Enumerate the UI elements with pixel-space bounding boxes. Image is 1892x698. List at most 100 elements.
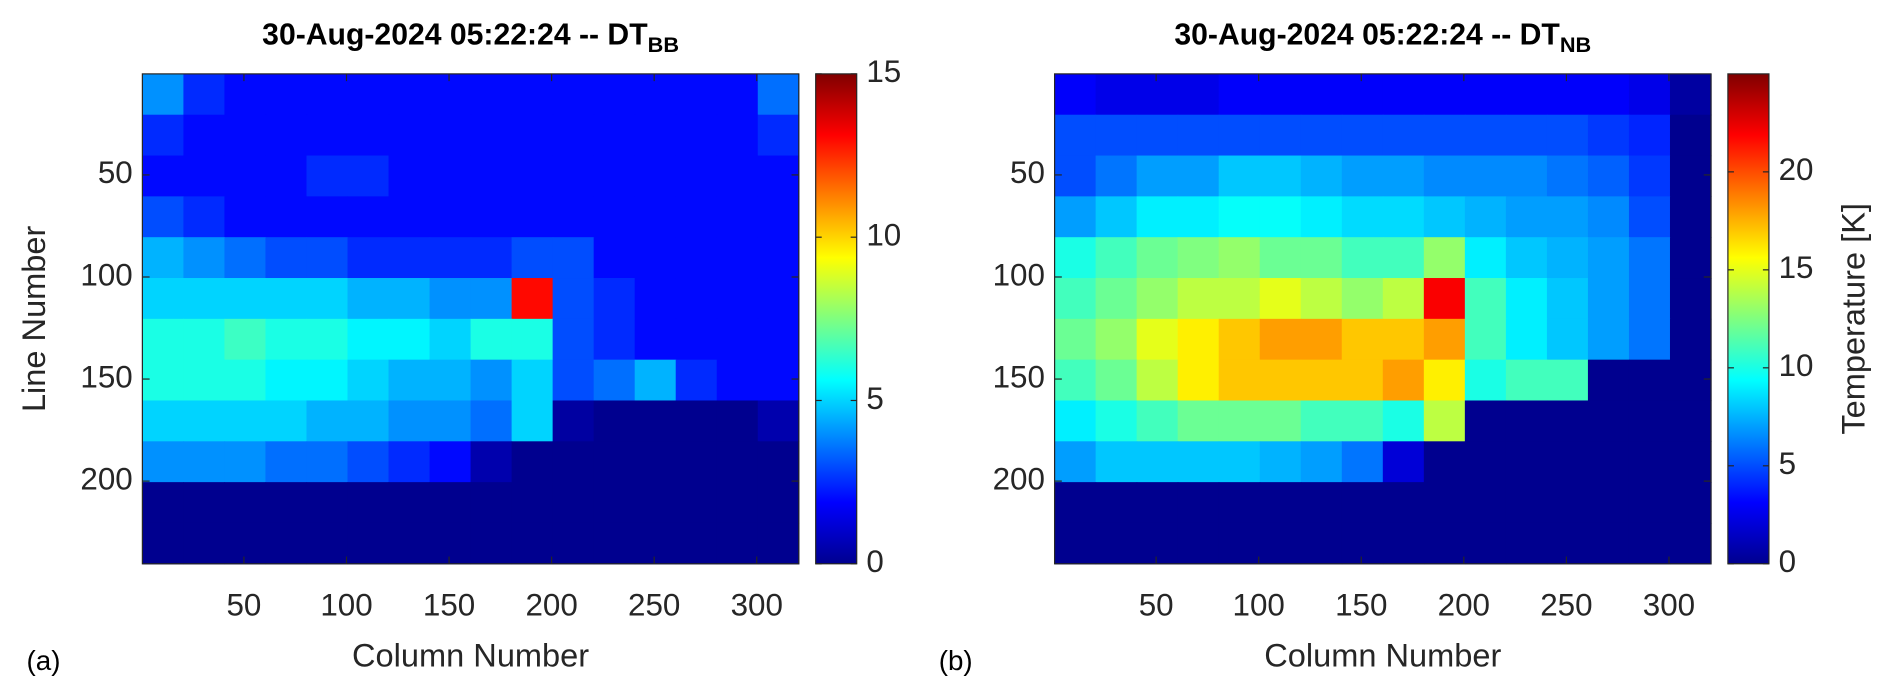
heatmap-cell (1505, 196, 1548, 238)
heatmap-cell (675, 196, 718, 238)
heatmap-cell (1136, 196, 1179, 238)
heatmap-cell (1382, 482, 1425, 524)
x-tick-label: 50 (1139, 588, 1174, 623)
heatmap-cell (1669, 114, 1712, 157)
heatmap-cell (1341, 482, 1384, 524)
heatmap-cell (1259, 359, 1302, 402)
x-tick-label: 200 (525, 588, 577, 623)
title-subscript: BB (648, 32, 679, 57)
heatmap-cell (757, 318, 800, 361)
heatmap-cell (388, 278, 431, 320)
heatmap-cell (1505, 522, 1548, 565)
heatmap-cell (1464, 482, 1507, 524)
heatmap-cell (347, 155, 390, 197)
heatmap-cell (1505, 237, 1548, 279)
heatmap-cell (1259, 400, 1302, 442)
heatmap-cell (634, 482, 677, 524)
heatmap-cell (1177, 522, 1220, 565)
heatmap-cell (429, 482, 472, 524)
heatmap-cell (388, 114, 431, 157)
heatmap-cell (1505, 114, 1548, 157)
heatmap-cell (634, 237, 677, 279)
heatmap-cell (1300, 237, 1343, 279)
chart-title: 30-Aug-2024 05:22:24 -- DTNB (1174, 18, 1591, 56)
heatmap-cell (1259, 73, 1302, 116)
heatmap-cell (1218, 114, 1261, 157)
heatmap-cell (1546, 237, 1589, 279)
heatmap-cell (183, 155, 226, 197)
heatmap-cell (224, 400, 267, 442)
heatmap-cell (265, 155, 308, 197)
heatmap-cell (1341, 278, 1384, 320)
heatmap-cell (429, 522, 472, 565)
heatmap-cell (716, 400, 759, 442)
heatmap-cell (511, 318, 554, 361)
heatmap-cell (1669, 400, 1712, 442)
heatmap-cell (429, 441, 472, 483)
heatmap-cell (1177, 400, 1220, 442)
heatmap-cell (1669, 359, 1712, 402)
heatmap-cell (1423, 278, 1466, 320)
heatmap-cell (183, 441, 226, 483)
heatmap-cell (265, 441, 308, 483)
heatmap-cell (1628, 196, 1671, 238)
heatmap-cell (142, 400, 185, 442)
heatmap-cell (1300, 73, 1343, 116)
heatmap-cell (1136, 400, 1179, 442)
heatmap-cell (306, 278, 349, 320)
heatmap-cell (1382, 73, 1425, 116)
x-tick-label: 100 (320, 588, 372, 623)
heatmap-cell (347, 359, 390, 402)
heatmap-cell (1095, 237, 1138, 279)
heatmap-cell (1669, 522, 1712, 565)
y-tick-label: 200 (80, 461, 132, 496)
heatmap-cell (183, 482, 226, 524)
heatmap-cell (1300, 278, 1343, 320)
heatmap-cell (306, 155, 349, 197)
heatmap-cell (593, 155, 636, 197)
colorbar-tick-label: 15 (866, 54, 901, 89)
heatmap-cell (1300, 196, 1343, 238)
heatmap-cell (1095, 482, 1138, 524)
heatmap-cell (1669, 318, 1712, 361)
heatmap-cell (1546, 482, 1589, 524)
heatmap-cell (1341, 196, 1384, 238)
heatmap-cell (511, 522, 554, 565)
heatmap-cell (224, 155, 267, 197)
heatmap-cell (306, 522, 349, 565)
heatmap-cell (1259, 155, 1302, 197)
heatmap-cell (306, 114, 349, 157)
heatmap-cell (1218, 359, 1261, 402)
heatmap-cell (675, 359, 718, 402)
heatmap-cell (224, 441, 267, 483)
heatmap-cell (1218, 441, 1261, 483)
heatmap-cell (470, 155, 513, 197)
heatmap-cell (1054, 482, 1097, 524)
heatmap-cell (388, 400, 431, 442)
title-subscript: NB (1560, 32, 1591, 57)
heatmap-cell (1177, 73, 1220, 116)
heatmap-cell (429, 400, 472, 442)
heatmap-cell (388, 196, 431, 238)
heatmap-cell (1464, 73, 1507, 116)
heatmap-cell (1423, 482, 1466, 524)
heatmap-cell (1587, 155, 1630, 197)
heatmap-cell (306, 237, 349, 279)
heatmap-cell (1341, 400, 1384, 442)
heatmap-cell (552, 441, 595, 483)
heatmap-cell (1300, 318, 1343, 361)
heatmap-cell (1095, 278, 1138, 320)
heatmap-cell (1259, 482, 1302, 524)
heatmap-cell (1341, 73, 1384, 116)
heatmap-cell (1054, 359, 1097, 402)
heatmap-cell (511, 196, 554, 238)
heatmap-cell (675, 441, 718, 483)
heatmap-cell (388, 73, 431, 116)
heatmap-cell (1423, 522, 1466, 565)
heatmap-cell (1669, 73, 1712, 116)
heatmap-cell (1464, 522, 1507, 565)
y-axis-label: Line Number (16, 225, 52, 412)
heatmap-cell (1095, 155, 1138, 197)
heatmap-cell (716, 441, 759, 483)
heatmap-cell (1300, 441, 1343, 483)
